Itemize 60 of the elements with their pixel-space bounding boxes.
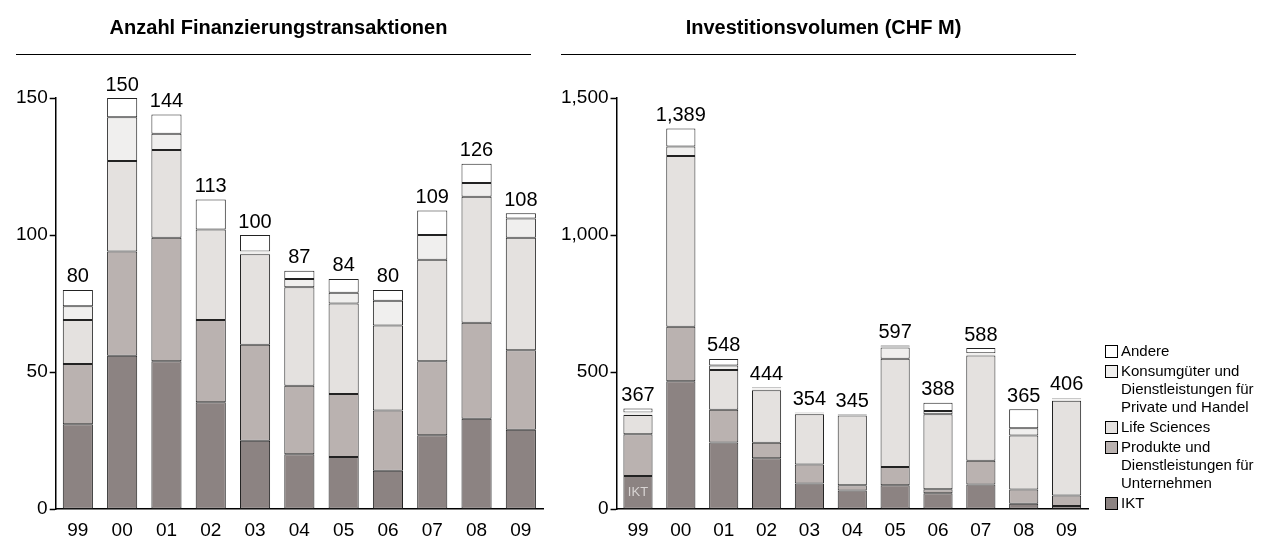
- x-tick-label: 03: [244, 518, 266, 540]
- x-tick-label: 06: [377, 518, 399, 540]
- x-tick-label: 04: [841, 518, 864, 540]
- x-tick-label: 03: [798, 518, 820, 540]
- total-label: 144: [149, 88, 184, 111]
- total-label: 100: [238, 209, 272, 232]
- total-label: 354: [792, 386, 827, 409]
- total-label: 444: [749, 362, 784, 384]
- annotation: IKT: [627, 483, 649, 499]
- x-tick-label: 08: [1013, 518, 1035, 540]
- x-tick-label: 07: [421, 518, 443, 540]
- total-label: 150: [105, 72, 139, 95]
- x-tick-label: 08: [465, 518, 488, 540]
- x-tick-label: 01: [713, 518, 735, 540]
- legend-label: Produkte und Dienstleistungen für Unternehmen: [1121, 438, 1255, 492]
- y-tick-label: 1,500: [561, 86, 609, 108]
- y-tick-label: 0: [37, 497, 48, 519]
- x-tick-label: 99: [627, 518, 649, 540]
- total-label: 1,389: [655, 102, 706, 125]
- x-tick-label: 06: [927, 518, 949, 540]
- x-tick-label: 05: [884, 518, 906, 540]
- total-label: 108: [504, 187, 538, 210]
- total-label: 345: [835, 389, 869, 412]
- total-label: 588: [964, 322, 998, 345]
- total-label: 87: [288, 245, 311, 268]
- chart-title: Investitionsvolumen (CHF M): [685, 15, 962, 38]
- x-tick-label: 99: [67, 518, 89, 540]
- total-label: 113: [194, 173, 227, 196]
- y-tick-label: 1,000: [561, 223, 609, 245]
- legend-label: Life Sciences: [1121, 418, 1211, 436]
- chart-title: Anzahl Finanzierungstransaktionen: [109, 15, 448, 38]
- total-label: 84: [332, 253, 355, 276]
- total-label: 109: [415, 184, 449, 207]
- total-label: 548: [707, 333, 741, 356]
- text: Andere: [1121, 342, 1170, 360]
- x-tick-label: 09: [1056, 518, 1078, 540]
- total-label: 80: [376, 264, 400, 287]
- legend-label: IKT: [1121, 494, 1145, 512]
- x-tick-label: 04: [288, 518, 311, 540]
- total-label: 388: [921, 377, 955, 400]
- x-tick-label: 00: [670, 518, 692, 540]
- legend-label: Konsumgüter und Dienstleistungen für Private und Handel: [1121, 362, 1255, 416]
- total-label: 365: [1007, 383, 1041, 406]
- total-label: 406: [1049, 372, 1084, 395]
- x-tick-label: 02: [755, 518, 778, 540]
- y-tick-label: 100: [16, 223, 48, 245]
- x-tick-label: 00: [111, 518, 133, 540]
- y-tick-label: 150: [16, 86, 48, 108]
- total-label: 597: [878, 320, 912, 343]
- x-tick-label: 01: [155, 518, 178, 540]
- x-tick-label: 02: [200, 518, 222, 540]
- total-label: 367: [621, 383, 655, 406]
- y-tick-label: 0: [597, 497, 609, 519]
- y-tick-label: 50: [26, 360, 48, 382]
- total-label: 80: [66, 264, 89, 287]
- x-tick-label: 05: [333, 518, 355, 540]
- total-label: 126: [459, 138, 494, 161]
- x-tick-label: 09: [510, 518, 532, 540]
- y-tick-label: 500: [576, 360, 609, 382]
- x-tick-label: 07: [970, 518, 992, 540]
